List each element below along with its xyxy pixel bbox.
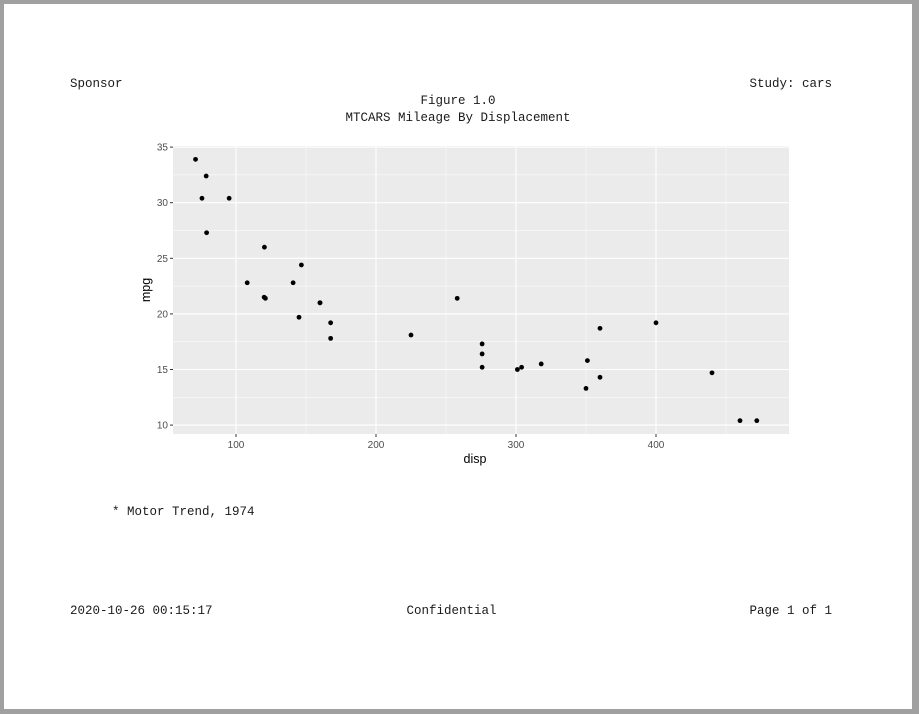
- data-point: [317, 300, 323, 306]
- footnote: * Motor Trend, 1974: [112, 505, 255, 519]
- report-page: Sponsor Study: cars Figure 1.0 MTCARS Mi…: [4, 4, 912, 709]
- plot-panel: [173, 146, 789, 434]
- sponsor-label: Sponsor: [70, 77, 123, 91]
- data-point: [263, 295, 268, 301]
- title-block: Figure 1.0 MTCARS Mileage By Displacemen…: [4, 93, 912, 127]
- y-tick-label: 30: [157, 198, 169, 209]
- figure-number: Figure 1.0: [420, 94, 496, 108]
- data-point: [709, 370, 715, 376]
- data-point: [515, 367, 520, 372]
- data-point: [226, 195, 232, 201]
- data-point: [479, 351, 485, 357]
- data-point: [204, 230, 210, 236]
- data-point: [199, 195, 205, 201]
- data-point: [203, 173, 209, 179]
- data-point: [583, 386, 589, 391]
- y-tick-label: 35: [157, 143, 169, 154]
- scatter-chart: 100 200 300 400 10 15 20 25 30 35 disp mpg: [139, 143, 789, 466]
- y-tick-label: 15: [157, 365, 169, 376]
- data-point: [597, 374, 603, 380]
- data-point: [479, 341, 485, 347]
- data-point: [193, 156, 198, 162]
- data-point: [408, 332, 414, 338]
- data-point: [262, 244, 267, 250]
- data-point: [597, 325, 603, 331]
- y-tick-label: 20: [157, 309, 169, 320]
- data-point: [328, 335, 334, 341]
- x-tick-label: 300: [508, 440, 525, 451]
- data-point: [479, 364, 485, 370]
- data-point: [653, 320, 659, 326]
- study-label: Study: cars: [749, 77, 832, 91]
- data-point: [296, 314, 302, 320]
- x-tick-label: 200: [368, 440, 385, 451]
- x-tick-label: 100: [228, 440, 245, 451]
- y-tick-label: 10: [157, 421, 169, 432]
- x-axis-title: disp: [464, 452, 487, 466]
- data-point: [585, 358, 590, 364]
- data-point: [519, 364, 524, 370]
- figure-title: MTCARS Mileage By Displacement: [345, 111, 571, 125]
- footer-confidential: Confidential: [406, 604, 497, 618]
- y-tick-label: 25: [157, 254, 169, 265]
- data-point: [454, 295, 460, 301]
- data-point: [538, 361, 544, 367]
- footer-timestamp: 2020-10-26 00:15:17: [70, 604, 213, 618]
- data-point: [290, 280, 296, 286]
- data-point: [328, 320, 334, 326]
- data-point: [754, 418, 760, 424]
- footer-page-number: Page 1 of 1: [749, 604, 832, 618]
- y-axis-title: mpg: [139, 278, 153, 302]
- x-tick-label: 400: [648, 440, 665, 451]
- data-point: [737, 418, 743, 424]
- data-point: [298, 262, 304, 268]
- data-point: [244, 280, 250, 286]
